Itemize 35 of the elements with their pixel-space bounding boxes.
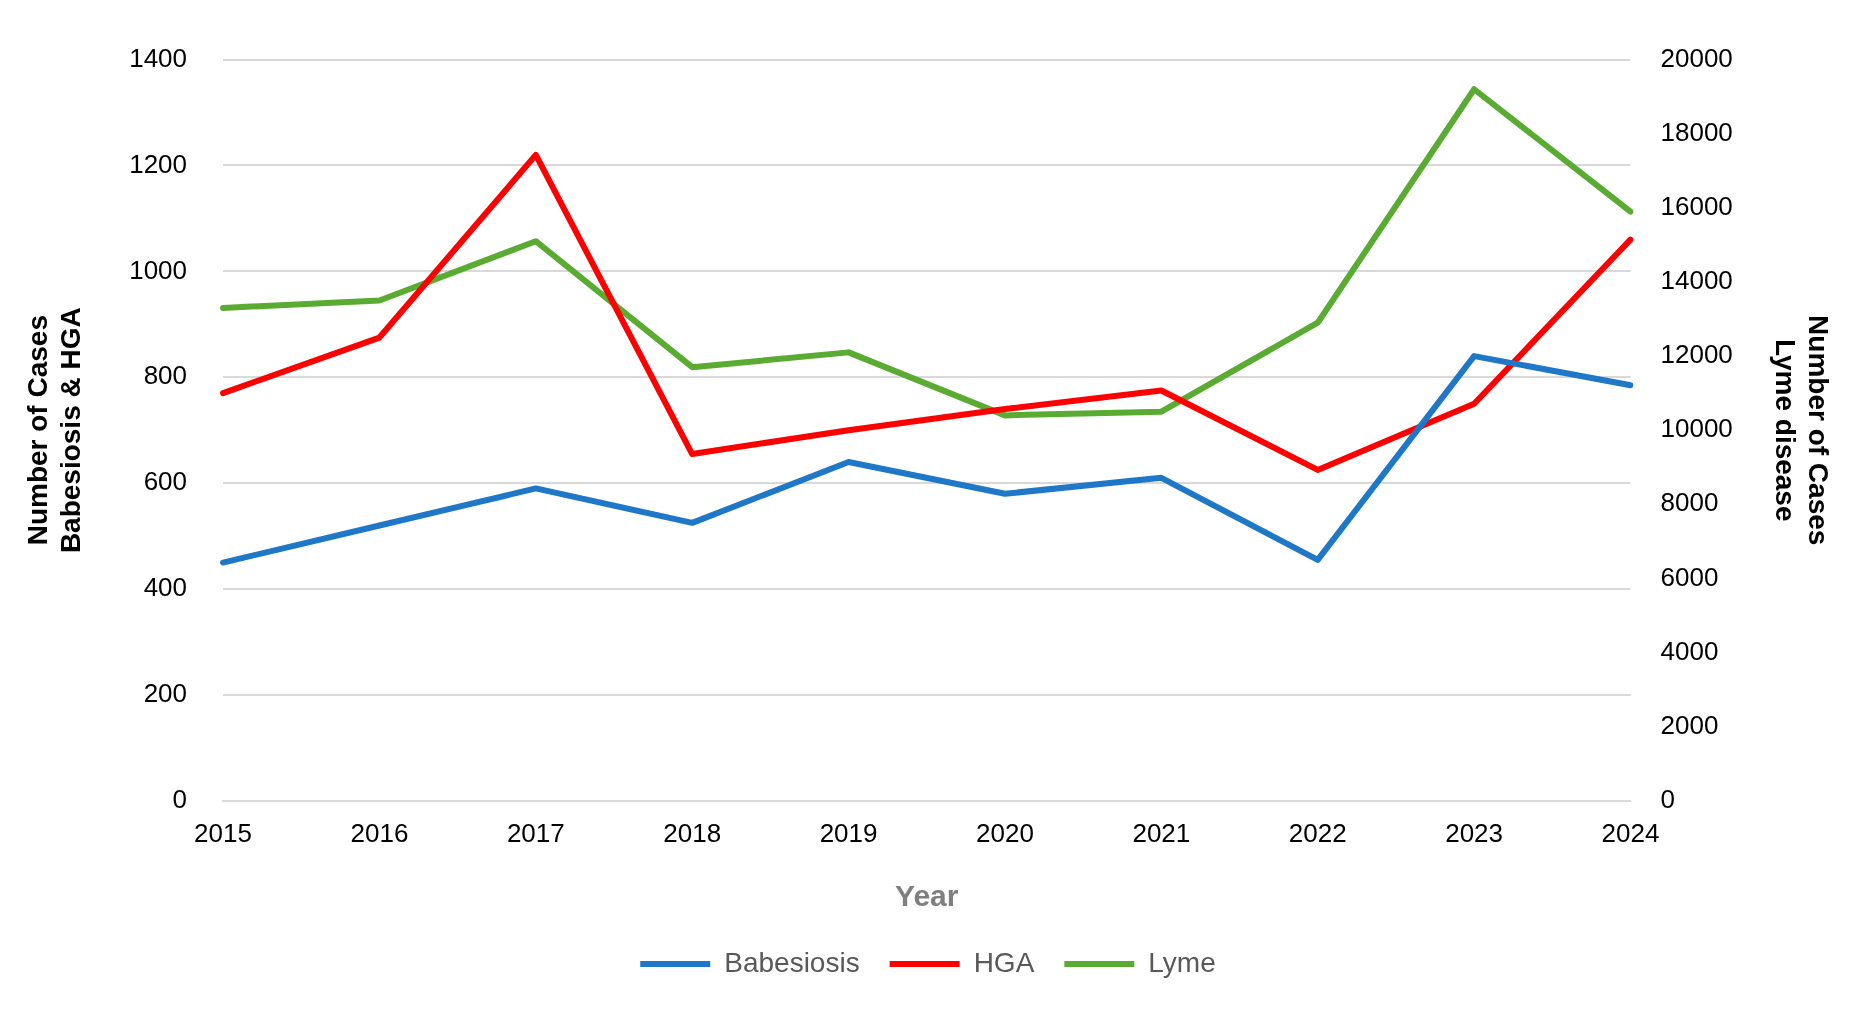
y-tick-label: 600	[143, 466, 188, 497]
x-tick-label: 2024	[1601, 817, 1660, 848]
x-tick-label: 2018	[663, 817, 722, 848]
legend-label: HGA	[973, 946, 1035, 978]
y2-axis-title: Number of Cases Lyme disease	[1769, 315, 1835, 546]
y2-tick-label: 8000	[1660, 487, 1719, 518]
y-tick-label: 400	[143, 572, 188, 603]
x-tick-label: 2019	[819, 817, 878, 848]
x-tick-label: 2022	[1288, 817, 1347, 848]
y-tick-label: 0	[172, 783, 188, 814]
y-tick-label: 1200	[129, 148, 188, 179]
y2-tick-label: 4000	[1660, 635, 1719, 666]
x-tick-label: 2020	[976, 817, 1034, 848]
y-axis-title: Number of Cases Babesiosis & HGA	[21, 307, 87, 554]
x-tick-label: 2015	[194, 817, 252, 848]
y2-tick-label: 12000	[1660, 339, 1733, 370]
y-tick-label: 200	[143, 678, 188, 709]
x-tick-label: 2021	[1132, 817, 1191, 848]
y2-tick-label: 18000	[1660, 116, 1733, 147]
y-tick-label: 1000	[129, 254, 188, 285]
legend-label: Babesiosis	[724, 946, 860, 978]
y2-tick-label: 14000	[1660, 265, 1733, 296]
legend-label: Lyme	[1148, 946, 1216, 978]
x-tick-label: 2017	[506, 817, 565, 848]
x-tick-label: 2016	[350, 817, 409, 848]
y-tick-label: 1400	[129, 42, 188, 73]
y2-tick-label: 2000	[1660, 709, 1719, 740]
x-axis-title: Year	[895, 879, 959, 913]
y-tick-label: 800	[143, 360, 188, 391]
y2-tick-label: 20000	[1660, 42, 1733, 73]
y2-tick-label: 0	[1660, 783, 1675, 814]
x-tick-label: 2023	[1445, 817, 1504, 848]
y2-tick-label: 16000	[1660, 191, 1733, 222]
y2-tick-label: 10000	[1660, 413, 1733, 444]
y2-tick-label: 6000	[1660, 561, 1719, 592]
